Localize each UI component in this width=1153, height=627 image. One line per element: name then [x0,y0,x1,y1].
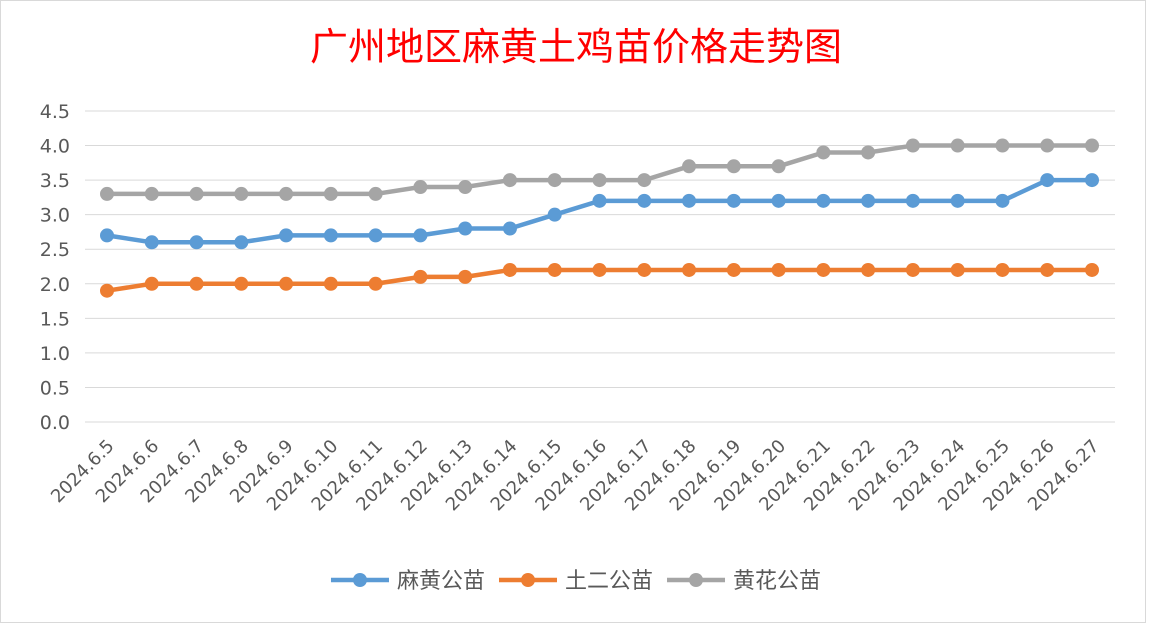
data-point [323,276,338,291]
data-point [279,276,294,291]
data-point [950,138,965,153]
legend-label: 土二公苗 [565,569,653,594]
data-point [502,262,517,277]
data-point [234,186,249,201]
data-point [547,207,562,222]
data-point [144,276,159,291]
legend-item: 土二公苗 [498,569,653,594]
data-point [502,221,517,236]
data-point [502,173,517,188]
data-point [100,228,114,243]
data-point [144,235,159,250]
data-point [279,228,294,243]
data-point [413,180,428,195]
data-point [189,235,204,250]
legend-marker [352,573,367,587]
data-point [547,262,562,277]
data-point [637,173,652,188]
data-point [547,173,562,188]
data-point [592,193,607,208]
data-point [637,262,652,277]
y-tick-label: 0.0 [40,412,70,434]
legend: 麻黄公苗 土二公苗 黄花公苗 [330,569,821,594]
y-tick-label: 1.5 [40,308,70,330]
data-point [1040,173,1055,188]
data-point [995,138,1010,153]
data-point [1040,262,1055,277]
y-tick-label: 4.0 [40,136,70,158]
series-layer [100,138,1099,298]
data-point [905,193,920,208]
data-point [189,276,204,291]
data-point [637,193,652,208]
y-tick-label: 0.5 [40,377,70,399]
data-point [1085,173,1099,188]
data-point [816,145,831,160]
data-point [144,186,159,201]
data-point [950,262,965,277]
data-point [771,159,786,174]
data-point [189,186,204,201]
series-3 [100,138,1099,201]
data-point [100,283,114,298]
data-point [905,138,920,153]
data-point [323,186,338,201]
data-point [279,186,294,201]
data-point [413,228,428,243]
y-tick-label: 1.0 [40,343,70,365]
legend-marker [520,573,535,587]
data-point [682,159,697,174]
data-point [771,193,786,208]
legend-item: 麻黄公苗 [330,569,485,594]
legend-item: 黄花公苗 [667,569,821,594]
data-point [1085,262,1099,277]
data-point [368,228,383,243]
data-point [726,159,741,174]
data-point [726,262,741,277]
data-point [995,262,1010,277]
data-point [995,193,1010,208]
data-point [861,193,876,208]
y-tick-label: 2.5 [40,239,70,261]
data-point [682,193,697,208]
series-2 [100,262,1099,298]
legend-marker [689,573,704,587]
legend-label: 麻黄公苗 [397,569,485,594]
data-point [323,228,338,243]
data-point [771,262,786,277]
data-point [234,235,249,250]
data-point [458,221,473,236]
data-point [458,180,473,195]
grid-layer [85,110,1115,423]
data-point [861,262,876,277]
data-point [413,269,428,284]
data-point [458,269,473,284]
data-point [682,262,697,277]
data-point [816,193,831,208]
y-axis-ticks: 0.0 0.5 1.0 1.5 2.0 2.5 3.0 3.5 4.0 4.5 [40,101,70,434]
data-point [1040,138,1055,153]
data-point [905,262,920,277]
data-point [726,193,741,208]
y-tick-label: 3.0 [40,205,70,227]
data-point [592,173,607,188]
legend-label: 黄花公苗 [733,569,821,594]
y-tick-label: 2.0 [40,274,70,296]
series-1 [100,173,1099,250]
data-point [592,262,607,277]
data-point [100,186,114,201]
y-tick-label: 3.5 [40,170,70,192]
data-point [368,276,383,291]
chart-title: 广州地区麻黄土鸡苗价格走势图 [310,25,842,69]
data-point [950,193,965,208]
y-tick-label: 4.5 [40,101,70,123]
data-point [368,186,383,201]
data-point [1085,138,1099,153]
data-point [234,276,249,291]
data-point [861,145,876,160]
data-point [816,262,831,277]
